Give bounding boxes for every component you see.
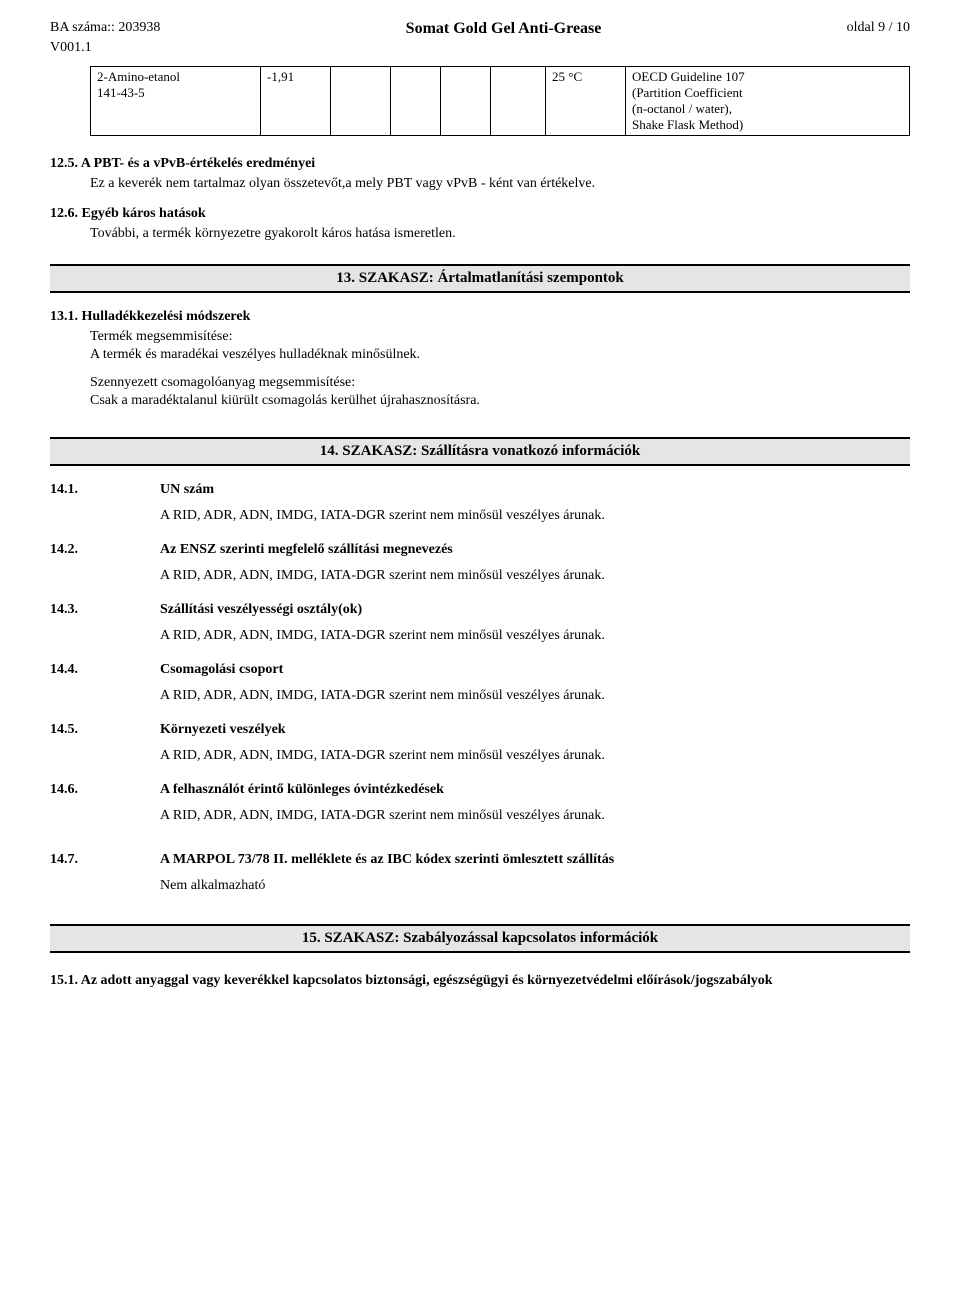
num-14-2: 14.2. xyxy=(50,542,160,558)
method-line: (Partition Coefficient xyxy=(632,85,743,100)
row-14-2: 14.2. Az ENSZ szerinti megfelelő szállít… xyxy=(50,542,910,558)
page-header: BA száma:: 203938 Somat Gold Gel Anti-Gr… xyxy=(50,20,910,38)
section-13-banner: 13. SZAKASZ: Ártalmatlanítási szempontok xyxy=(50,264,910,293)
row-14-3: 14.3. Szállítási veszélyességi osztály(o… xyxy=(50,602,910,618)
cell-value: -1,91 xyxy=(261,67,331,136)
table-row: 2-Amino-etanol 141-43-5 -1,91 25 °C OECD… xyxy=(91,67,910,136)
num-14-3: 14.3. xyxy=(50,602,160,618)
label-14-3: Szállítási veszélyességi osztály(ok) xyxy=(160,602,362,618)
text-13-2b: Csak a maradéktalanul kiürült csomagolás… xyxy=(90,393,910,409)
section-14-banner: 14. SZAKASZ: Szállításra vonatkozó infor… xyxy=(50,437,910,466)
ba-number: BA száma:: 203938 xyxy=(50,20,160,38)
method-line: OECD Guideline 107 xyxy=(632,69,745,84)
cell-temp: 25 °C xyxy=(546,67,626,136)
cell-empty xyxy=(491,67,546,136)
row-14-7: 14.7. A MARPOL 73/78 II. melléklete és a… xyxy=(50,852,910,868)
label-14-6: A felhasználót érintő különleges óvintéz… xyxy=(160,782,444,798)
heading-12-6: 12.6. Egyéb káros hatások xyxy=(50,206,910,222)
row-14-5: 14.5. Környezeti veszélyek xyxy=(50,722,910,738)
text-13-2a: Szennyezett csomagolóanyag megsemmisítés… xyxy=(90,375,910,391)
row-14-4: 14.4. Csomagolási csoport xyxy=(50,662,910,678)
substance-name: 2-Amino-etanol xyxy=(97,69,180,84)
section-15-banner: 15. SZAKASZ: Szabályozással kapcsolatos … xyxy=(50,924,910,953)
body-12-5: Ez a keverék nem tartalmaz olyan összete… xyxy=(90,176,910,192)
row-14-6: 14.6. A felhasználót érintő különleges ó… xyxy=(50,782,910,798)
doc-title: Somat Gold Gel Anti-Grease xyxy=(160,20,846,38)
version: V001.1 xyxy=(50,40,910,56)
label-14-4: Csomagolási csoport xyxy=(160,662,283,678)
num-14-4: 14.4. xyxy=(50,662,160,678)
label-14-7: A MARPOL 73/78 II. melléklete és az IBC … xyxy=(160,852,614,868)
heading-12-5: 12.5. A PBT- és a vPvB-értékelés eredmén… xyxy=(50,156,910,172)
substance-cas: 141-43-5 xyxy=(97,85,145,100)
num-14-7: 14.7. xyxy=(50,852,160,868)
page-number: oldal 9 / 10 xyxy=(847,20,910,38)
label-14-2: Az ENSZ szerinti megfelelő szállítási me… xyxy=(160,542,453,558)
row-14-1: 14.1. UN szám xyxy=(50,482,910,498)
substance-table: 2-Amino-etanol 141-43-5 -1,91 25 °C OECD… xyxy=(90,66,910,136)
body-14-6: A RID, ADR, ADN, IMDG, IATA-DGR szerint … xyxy=(160,808,910,824)
body-14-7: Nem alkalmazható xyxy=(160,878,910,894)
num-14-6: 14.6. xyxy=(50,782,160,798)
body-14-4: A RID, ADR, ADN, IMDG, IATA-DGR szerint … xyxy=(160,688,910,704)
body-14-3: A RID, ADR, ADN, IMDG, IATA-DGR szerint … xyxy=(160,628,910,644)
body-14-5: A RID, ADR, ADN, IMDG, IATA-DGR szerint … xyxy=(160,748,910,764)
body-12-6: További, a termék környezetre gyakorolt … xyxy=(90,226,910,242)
body-14-1: A RID, ADR, ADN, IMDG, IATA-DGR szerint … xyxy=(160,508,910,524)
label-14-1: UN szám xyxy=(160,482,214,498)
text-13-1b: A termék és maradékai veszélyes hulladék… xyxy=(90,347,910,363)
num-14-5: 14.5. xyxy=(50,722,160,738)
text-13-1a: Termék megsemmisítése: xyxy=(90,329,910,345)
method-line: Shake Flask Method) xyxy=(632,117,743,132)
label-14-5: Környezeti veszélyek xyxy=(160,722,286,738)
cell-name: 2-Amino-etanol 141-43-5 xyxy=(91,67,261,136)
heading-15-1: 15.1. Az adott anyaggal vagy keverékkel … xyxy=(50,973,910,989)
body-14-2: A RID, ADR, ADN, IMDG, IATA-DGR szerint … xyxy=(160,568,910,584)
cell-empty xyxy=(331,67,391,136)
cell-method: OECD Guideline 107 (Partition Coefficien… xyxy=(626,67,910,136)
heading-13-1: 13.1. Hulladékkezelési módszerek xyxy=(50,309,910,325)
cell-empty xyxy=(441,67,491,136)
method-line: (n-octanol / water), xyxy=(632,101,732,116)
num-14-1: 14.1. xyxy=(50,482,160,498)
cell-empty xyxy=(391,67,441,136)
